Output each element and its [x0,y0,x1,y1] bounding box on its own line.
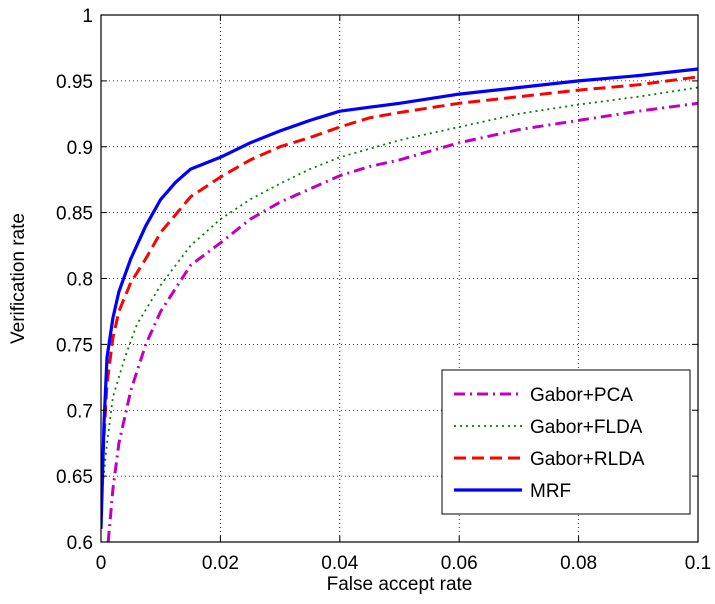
x-tick-label: 0 [96,553,107,574]
series-line-mrf [101,67,698,529]
series-line-gabor-rlda [101,75,698,490]
x-axis-title: False accept rate [327,574,473,595]
series-line-gabor-pca [106,101,698,542]
axis-ticks [100,14,699,543]
legend-label: Gabor+RLDA [530,449,645,470]
y-tick-label: 0.9 [67,138,93,159]
legend-label: Gabor+PCA [530,385,633,406]
y-tick-label: 0.85 [56,204,93,225]
x-tick-label: 0.08 [560,553,597,574]
tick-labels: 0 0.02 0.04 0.06 0.08 0.1 0.6 0.65 0.7 0.75 0.8 0.8… [56,6,711,574]
series-line-gabor-flda [101,86,698,503]
x-tick-label: 0.06 [441,553,478,574]
y-tick-label: 0.75 [56,335,93,356]
data-series [101,67,698,542]
x-tick-label: 0.02 [202,553,239,574]
legend-label: Gabor+FLDA [530,417,643,438]
y-tick-label: 0.95 [56,72,93,93]
legend: Gabor+PCA Gabor+FLDA Gabor+RLDA MRF [441,369,691,515]
y-tick-label: 0.8 [67,270,93,291]
x-tick-label: 0.1 [685,553,711,574]
x-tick-label: 0.04 [321,553,358,574]
y-tick-label: 0.65 [56,467,93,488]
y-axis-title: Verification rate [8,213,29,344]
y-tick-label: 0.6 [67,533,93,554]
legend-label: MRF [530,481,571,502]
y-tick-label: 0.7 [67,401,93,422]
y-tick-label: 1 [82,6,93,27]
